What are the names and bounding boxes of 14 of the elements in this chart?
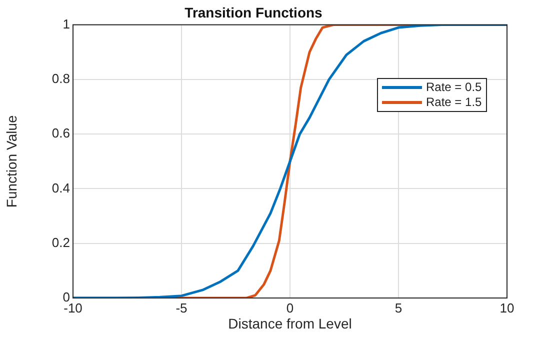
y-axis-title: Function Value bbox=[3, 115, 20, 208]
legend-label: Rate = 0.5 bbox=[426, 80, 482, 95]
y-tick-label: 0.4 bbox=[52, 180, 70, 196]
chart-title: Transition Functions bbox=[184, 4, 323, 20]
x-tick-label: 10 bbox=[500, 300, 514, 316]
legend-label: Rate = 1.5 bbox=[426, 94, 482, 110]
y-tick-label: 0.8 bbox=[52, 71, 70, 86]
y-tick-label: 1 bbox=[62, 16, 70, 32]
y-tick-label: 0.2 bbox=[52, 234, 70, 250]
y-tick-label: 0.6 bbox=[52, 126, 70, 141]
x-tick-label: -5 bbox=[176, 300, 188, 316]
x-tick-label: 5 bbox=[394, 300, 402, 316]
x-tick-label: 0 bbox=[286, 300, 294, 316]
x-axis-title: Distance from Level bbox=[228, 315, 352, 332]
